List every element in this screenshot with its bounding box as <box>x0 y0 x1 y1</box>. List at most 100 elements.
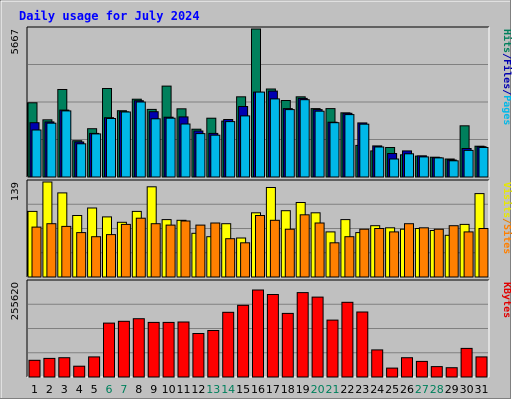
bar-kbytes-day-11 <box>177 321 190 378</box>
bar-kbytes-day-24 <box>371 349 384 378</box>
x-tick-label-day-14: 14 <box>221 383 235 396</box>
bar-kbytes-day-10 <box>162 321 175 378</box>
bar-kbytes-day-25 <box>386 367 399 378</box>
bar-pages-day-21 <box>329 122 340 178</box>
bar-kbytes-day-4 <box>73 365 86 378</box>
bar-kbytes-day-30 <box>460 347 473 378</box>
bar-sites-day-25 <box>389 231 400 278</box>
legend-label: KBytes <box>501 282 512 318</box>
bar-sites-day-22 <box>344 236 355 278</box>
x-tick-label-day-6: 6 <box>106 383 113 396</box>
x-tick-label-day-8: 8 <box>135 383 142 396</box>
bar-kbytes-day-14 <box>222 311 235 378</box>
panel-hits: 5667 Hits/Files/Pages <box>10 26 512 178</box>
x-tick-label-day-16: 16 <box>251 383 265 396</box>
bar-sites-day-8 <box>135 217 146 278</box>
bar-sites-day-5 <box>91 236 102 278</box>
bar-sites-day-15 <box>240 242 251 278</box>
x-tick-label-day-31: 31 <box>475 383 489 396</box>
x-tick-label-day-20: 20 <box>311 383 325 396</box>
legend-label: Pages <box>501 95 512 125</box>
bar-sites-day-10 <box>165 224 176 278</box>
bar-pages-day-6 <box>106 118 116 178</box>
x-tick-label-day-24: 24 <box>370 383 384 396</box>
bar-sites-day-6 <box>106 234 116 278</box>
x-tick-label-day-10: 10 <box>162 383 176 396</box>
bar-kbytes-day-3 <box>58 357 71 378</box>
x-tick-label-day-30: 30 <box>460 383 474 396</box>
series-legend-hits: Hits/Files/Pages <box>501 29 512 125</box>
bar-pages-day-5 <box>91 133 102 178</box>
x-tick-label-day-27: 27 <box>415 383 429 396</box>
bar-pages-day-29 <box>448 160 459 178</box>
legend-label: Sites <box>501 224 512 254</box>
x-tick-label-day-3: 3 <box>61 383 68 396</box>
bar-pages-day-22 <box>344 114 355 178</box>
x-tick-label-day-13: 13 <box>206 383 220 396</box>
bar-kbytes-day-31 <box>475 356 488 378</box>
bar-pages-day-7 <box>120 111 131 178</box>
bar-sites-day-26 <box>404 223 414 278</box>
bar-kbytes-day-6 <box>103 322 115 378</box>
legend-label: Files <box>501 59 512 89</box>
panel-kbytes: 255620 KBytes <box>10 279 512 378</box>
bar-sites-day-17 <box>269 219 280 278</box>
panel-visits: 139 Visits/Sites <box>10 179 512 278</box>
bar-kbytes-day-2 <box>43 357 56 378</box>
bar-sites-day-27 <box>418 227 429 278</box>
bar-sites-day-14 <box>225 238 236 278</box>
bar-pages-day-19 <box>299 99 310 178</box>
legend-label: / <box>501 218 512 224</box>
bar-kbytes-day-27 <box>415 360 428 378</box>
chart-title: Daily usage for July 2024 <box>19 9 200 23</box>
bar-sites-day-19 <box>299 214 310 278</box>
bar-kbytes-day-19 <box>296 292 309 378</box>
x-tick-label-day-17: 17 <box>266 383 280 396</box>
bar-sites-day-20 <box>314 222 325 278</box>
bar-sites-day-18 <box>284 228 295 278</box>
bar-kbytes-day-5 <box>88 356 101 378</box>
bar-pages-day-18 <box>284 109 295 178</box>
bar-kbytes-day-26 <box>401 357 413 378</box>
bar-kbytes-day-28 <box>430 366 443 378</box>
bar-sites-day-3 <box>61 225 72 278</box>
legend-label: / <box>501 53 512 59</box>
bar-sites-day-12 <box>195 224 206 278</box>
bar-pages-day-8 <box>135 101 146 178</box>
bar-sites-day-13 <box>210 222 221 278</box>
bar-sites-day-16 <box>255 215 265 278</box>
bar-pages-day-3 <box>61 110 72 178</box>
legend-label: / <box>501 89 512 95</box>
bar-pages-day-15 <box>240 115 251 178</box>
bar-pages-day-1 <box>31 129 42 178</box>
bar-kbytes-day-13 <box>207 330 220 378</box>
x-tick-label-day-1: 1 <box>31 383 38 396</box>
bar-sites-day-28 <box>433 228 444 278</box>
bar-sites-day-21 <box>329 242 340 278</box>
bar-pages-day-11 <box>180 123 191 178</box>
bar-pages-day-27 <box>418 156 429 178</box>
bar-pages-day-28 <box>433 157 444 178</box>
bar-sites-day-7 <box>120 223 131 278</box>
bar-pages-day-23 <box>359 123 370 178</box>
bar-pages-day-30 <box>463 149 474 178</box>
bar-kbytes-day-23 <box>356 311 369 378</box>
x-tick-label-day-9: 9 <box>150 383 157 396</box>
bar-kbytes-day-17 <box>266 294 279 378</box>
x-axis-day-labels: 1 2 3 4 5 6 7 8 9 10 11 12 13 14 15 16 17 18 19 20 21 22 23 24 2… <box>31 383 489 396</box>
series-legend-kbytes: KBytes <box>501 282 512 318</box>
bar-sites-day-23 <box>359 228 370 278</box>
bar-sites-day-4 <box>76 232 87 278</box>
bar-sites-day-9 <box>150 223 161 278</box>
x-tick-label-day-22: 22 <box>340 383 354 396</box>
x-tick-label-day-29: 29 <box>445 383 459 396</box>
x-tick-label-day-7: 7 <box>120 383 127 396</box>
bar-pages-day-31 <box>478 147 489 178</box>
bar-sites-day-29 <box>448 225 459 278</box>
bar-pages-day-20 <box>314 110 325 178</box>
series-legend-visits: Visits/Sites <box>501 182 512 254</box>
bar-pages-day-17 <box>269 98 280 178</box>
x-tick-label-day-19: 19 <box>296 383 310 396</box>
x-tick-label-day-18: 18 <box>281 383 295 396</box>
x-tick-label-day-5: 5 <box>91 383 98 396</box>
